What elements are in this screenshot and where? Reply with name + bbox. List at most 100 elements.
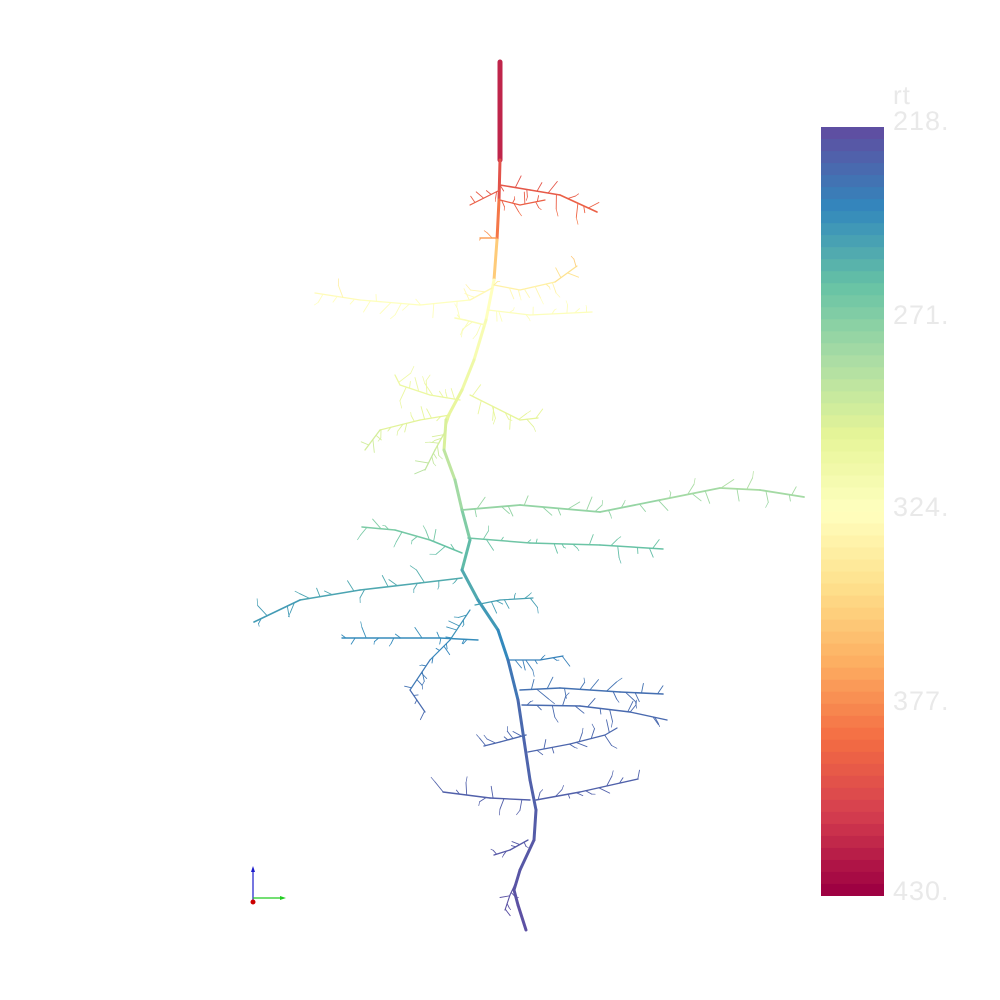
root-segment xyxy=(419,577,463,584)
colorbar-band xyxy=(821,271,884,285)
root-segment xyxy=(616,698,620,703)
root-segment xyxy=(526,189,528,198)
colorbar-title: rt xyxy=(893,80,911,110)
root-segment xyxy=(657,685,664,695)
root-segment xyxy=(629,711,668,721)
colorbar-band xyxy=(821,631,884,645)
colorbar-band xyxy=(821,295,884,309)
root-segment xyxy=(693,478,696,485)
root-segment xyxy=(567,501,581,510)
root-segment xyxy=(519,296,522,301)
root-segment xyxy=(589,679,599,691)
root-segment xyxy=(350,637,356,645)
colorbar-band xyxy=(821,475,884,489)
root-segment xyxy=(619,777,624,784)
root-segment xyxy=(545,283,550,288)
root-segment xyxy=(508,309,515,313)
root-segment xyxy=(460,538,472,572)
root-segment xyxy=(594,504,603,513)
root-segment xyxy=(648,547,654,558)
root-segment xyxy=(396,430,399,436)
root-segment xyxy=(422,525,427,531)
root-segment xyxy=(394,302,402,316)
root-segment xyxy=(258,618,262,625)
colorbar-band xyxy=(821,331,884,345)
root-segment xyxy=(526,701,532,706)
root-segment xyxy=(525,659,534,671)
root-segment xyxy=(687,483,695,495)
root-segment xyxy=(379,302,392,315)
root-segment xyxy=(394,374,401,386)
root-segment xyxy=(435,545,446,555)
root-segment xyxy=(537,607,539,614)
root-segment xyxy=(416,679,423,686)
root-segment xyxy=(434,781,444,793)
root-segment xyxy=(479,737,487,747)
root-segment xyxy=(609,709,613,722)
root-segment xyxy=(526,196,528,201)
root-segment xyxy=(395,531,403,543)
root-segment xyxy=(639,503,646,512)
root-segment xyxy=(610,538,618,547)
root-segment xyxy=(492,417,496,425)
root-segment xyxy=(421,664,427,667)
root-segment xyxy=(616,677,623,683)
orientation-axes-widget xyxy=(250,866,286,905)
root-segment xyxy=(585,790,593,795)
root-segment xyxy=(415,298,422,306)
root-segment xyxy=(691,493,702,502)
root-segment xyxy=(634,692,640,703)
root-segment xyxy=(553,543,558,554)
root-segment xyxy=(499,808,501,816)
root-segment xyxy=(500,536,504,542)
root-segment xyxy=(394,633,402,639)
root-segment xyxy=(509,414,511,430)
root-segment xyxy=(446,420,449,425)
root-segment xyxy=(430,776,436,783)
root-segment xyxy=(479,797,487,803)
root-segment xyxy=(493,284,521,291)
colorbar-band xyxy=(821,619,884,633)
root-segment xyxy=(493,281,498,286)
root-segment xyxy=(537,791,541,801)
colorbar-band xyxy=(821,427,884,441)
root-segment xyxy=(629,704,637,713)
root-segment xyxy=(512,888,520,907)
root-segment xyxy=(470,289,486,293)
root-segment xyxy=(604,734,612,746)
root-segment xyxy=(486,738,497,744)
root-segment xyxy=(420,672,428,679)
root-segment xyxy=(445,636,452,639)
colorbar-band xyxy=(821,859,884,873)
root-segment xyxy=(587,202,600,209)
root-segment xyxy=(514,175,522,189)
root-segment xyxy=(528,592,532,596)
root-segment xyxy=(483,230,488,234)
root-segment xyxy=(461,330,463,338)
root-segment xyxy=(514,659,522,669)
root-segment xyxy=(359,589,366,599)
root-segment xyxy=(503,599,510,609)
root-segment xyxy=(490,601,498,614)
root-segment xyxy=(579,778,639,793)
colorbar-band xyxy=(821,223,884,236)
root-segment xyxy=(502,854,504,858)
root-segment xyxy=(539,655,564,661)
root-segment xyxy=(601,500,604,506)
colorbar-band xyxy=(821,343,884,357)
root-segment xyxy=(516,903,528,932)
root-segment xyxy=(433,528,437,542)
root-segment xyxy=(579,681,586,690)
colorbar-band xyxy=(821,823,884,837)
root-segment xyxy=(470,195,476,203)
root-segment xyxy=(257,605,268,617)
root-segment xyxy=(317,293,324,303)
root-segment xyxy=(791,486,797,496)
root-segment xyxy=(564,687,567,699)
root-segment xyxy=(454,578,459,583)
root-segment xyxy=(623,499,626,504)
root-segment xyxy=(349,298,356,305)
root-segment xyxy=(788,494,791,502)
